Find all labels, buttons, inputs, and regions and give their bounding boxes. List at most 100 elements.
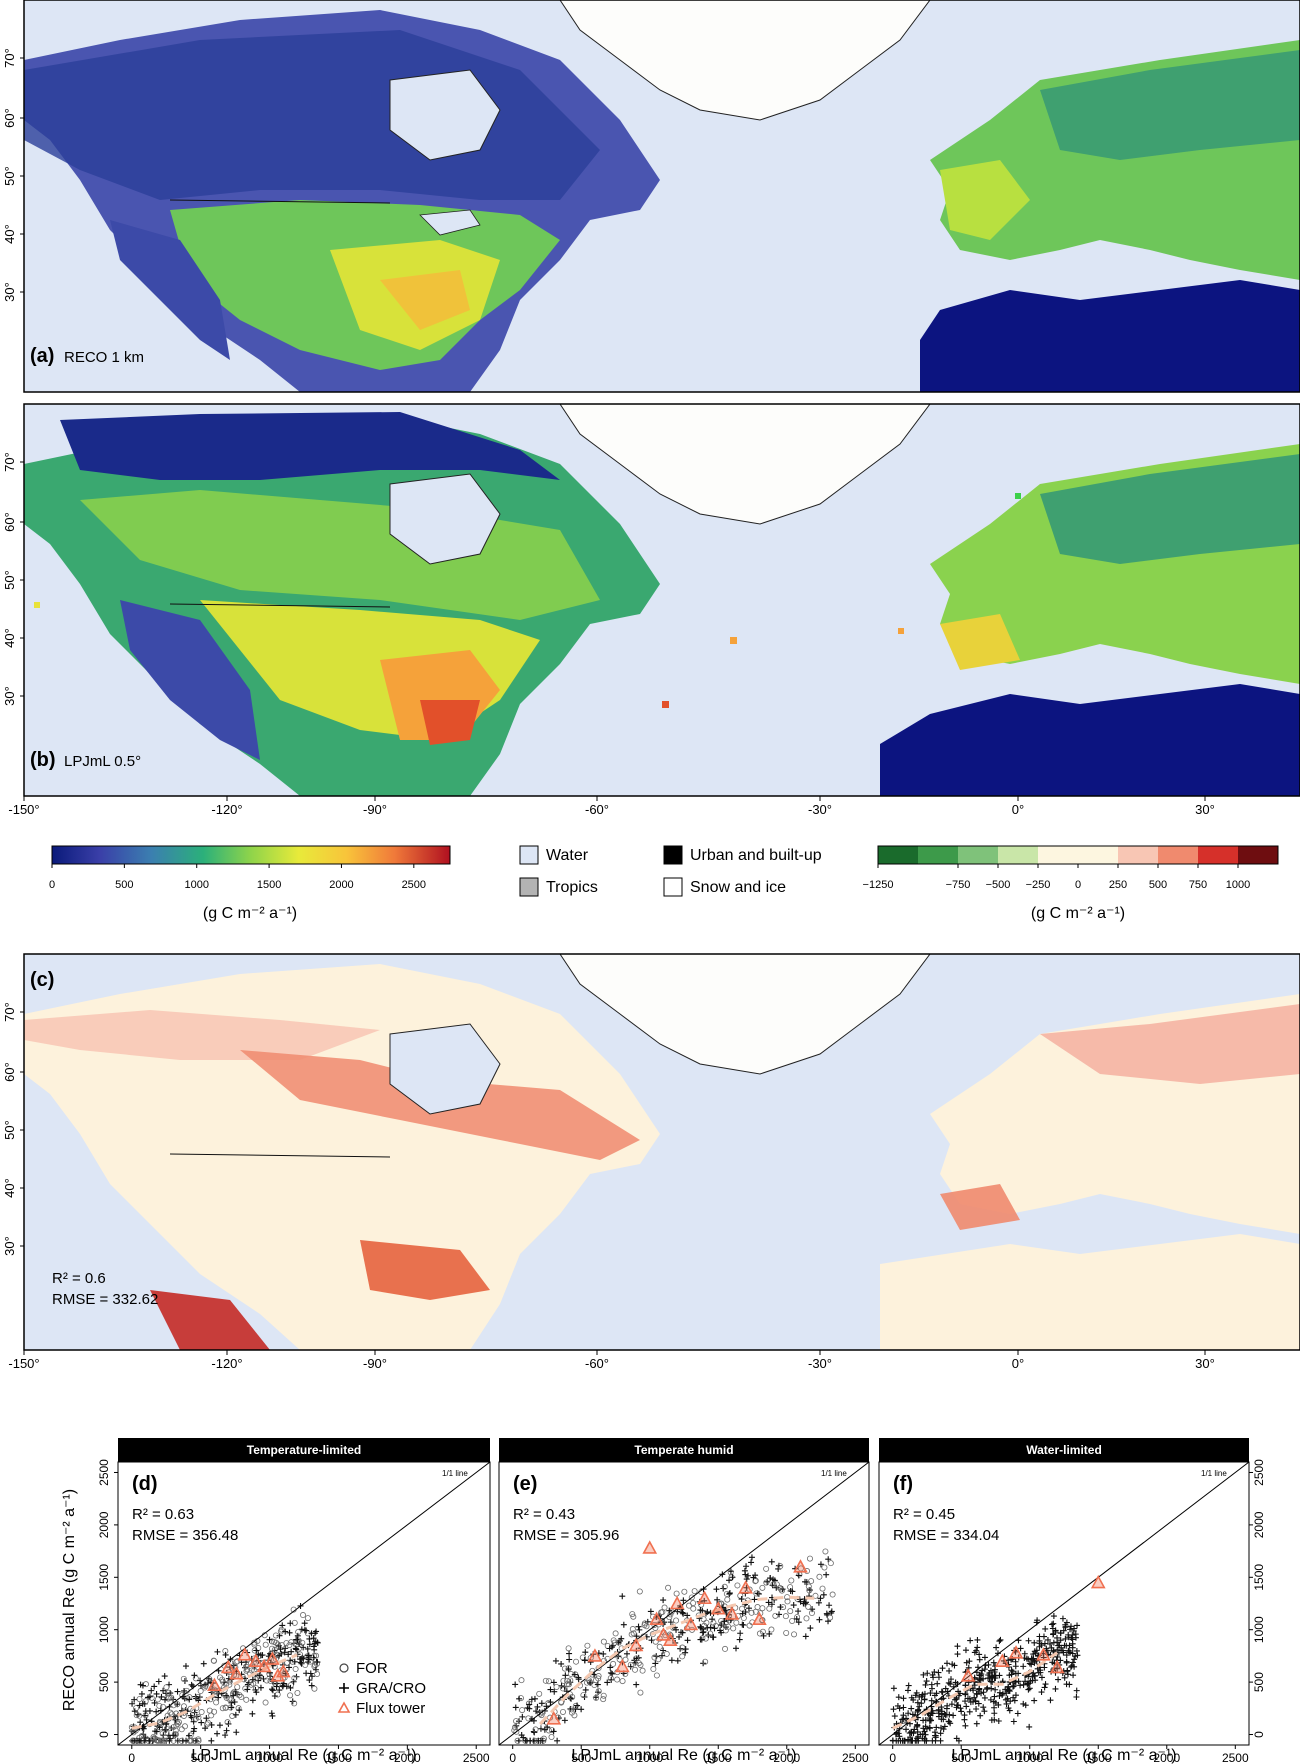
- lon-ticks-b: -150° -120° -90° -60° -30° 0° 30°: [8, 796, 1215, 817]
- gra-point: [777, 1604, 784, 1611]
- for-point: [722, 1619, 729, 1626]
- gra-point: [659, 1652, 666, 1659]
- for-point: [304, 1615, 311, 1622]
- for-point: [559, 1708, 566, 1715]
- gra-point: [700, 1628, 707, 1635]
- gra-point: [538, 1700, 545, 1707]
- for-point: [673, 1617, 680, 1624]
- panel-r2: R² = 0.43: [513, 1506, 575, 1523]
- for-point: [776, 1584, 783, 1591]
- for-point: [564, 1677, 571, 1684]
- gra-point: [1038, 1689, 1045, 1696]
- difference-swatch: [1038, 846, 1078, 864]
- flux-tower-point: [614, 1658, 630, 1673]
- scandinavia-difference: [1040, 1004, 1300, 1084]
- lat-tick-label: 50°: [2, 1120, 17, 1140]
- for-point: [600, 1638, 607, 1645]
- for-point: [178, 1726, 185, 1733]
- gra-point: [139, 1682, 146, 1689]
- gra-point: [1029, 1656, 1036, 1663]
- gra-point: [1052, 1685, 1059, 1692]
- gra-point: [766, 1630, 773, 1637]
- for-point: [643, 1623, 650, 1630]
- gra-point: [1017, 1682, 1024, 1689]
- gra-point: [697, 1623, 704, 1630]
- gra-point: [815, 1599, 822, 1606]
- gra-point: [277, 1646, 284, 1653]
- gra-point: [817, 1561, 824, 1568]
- for-point: [829, 1591, 836, 1598]
- y-tick-label: 500: [1252, 1672, 1266, 1692]
- for-point: [553, 1683, 560, 1690]
- for-point: [777, 1563, 784, 1570]
- gra-point: [566, 1656, 573, 1663]
- gra-point: [1050, 1631, 1057, 1638]
- gra-point: [967, 1637, 974, 1644]
- gra-point: [268, 1686, 275, 1693]
- gra-point: [167, 1735, 174, 1742]
- gra-point: [908, 1694, 915, 1701]
- difference-unit: (g C m⁻² a⁻¹): [1031, 905, 1125, 922]
- gra-point: [1073, 1647, 1080, 1654]
- gra-point: [927, 1690, 934, 1697]
- for-point: [287, 1692, 294, 1699]
- gra-point: [635, 1623, 642, 1630]
- gra-point: [578, 1706, 585, 1713]
- gra-point: [684, 1637, 691, 1644]
- panel-strip: [499, 1438, 869, 1462]
- flux-tower-point: [960, 1668, 976, 1682]
- gra-point: [195, 1697, 202, 1704]
- gra-point: [512, 1681, 519, 1688]
- flux-tower-point: [546, 1711, 562, 1725]
- gra-point: [976, 1656, 983, 1663]
- scatter-xlabel: LPJmL annual Re (g C m⁻² a⁻¹): [191, 1747, 416, 1764]
- gra-point: [222, 1732, 229, 1739]
- gra-point: [971, 1694, 978, 1701]
- y-tick-label: 0: [1252, 1731, 1266, 1738]
- gra-point: [198, 1719, 205, 1726]
- for-point: [165, 1725, 172, 1732]
- gra-point: [561, 1717, 568, 1724]
- gra-point: [1037, 1667, 1044, 1674]
- difference-swatch: [958, 846, 998, 864]
- flux-tower-point: [793, 1559, 808, 1573]
- gra-point: [1072, 1631, 1079, 1638]
- for-point: [612, 1630, 619, 1637]
- for-point: [627, 1661, 634, 1668]
- gra-point: [666, 1607, 673, 1614]
- panel-c-r2: R² = 0.6: [52, 1270, 106, 1287]
- for-point: [656, 1643, 663, 1650]
- category-label: Snow and ice: [690, 879, 786, 896]
- gra-point: [954, 1651, 961, 1658]
- for-point: [512, 1724, 519, 1731]
- gra-point: [668, 1657, 675, 1664]
- for-point: [172, 1713, 179, 1720]
- for-point: [622, 1656, 629, 1663]
- for-point: [211, 1688, 218, 1695]
- for-point: [253, 1674, 260, 1681]
- gra-point: [223, 1727, 230, 1734]
- for-point: [822, 1548, 829, 1555]
- for-point: [688, 1594, 695, 1601]
- for-point: [702, 1635, 709, 1642]
- for-point: [204, 1721, 211, 1728]
- island-pixel: [662, 701, 669, 708]
- gra-point: [940, 1716, 947, 1723]
- legend-circle-marker: [339, 1663, 349, 1673]
- colorbar-tick-label: 0: [49, 879, 55, 891]
- for-point: [559, 1685, 566, 1692]
- gra-point: [1022, 1702, 1029, 1709]
- mediterranean-sea: [1020, 1216, 1220, 1244]
- y-tick-label: 500: [97, 1672, 111, 1692]
- gra-point: [950, 1712, 957, 1719]
- for-point: [157, 1724, 164, 1731]
- gra-point: [988, 1673, 995, 1680]
- gra-point: [704, 1624, 711, 1631]
- for-point: [710, 1619, 717, 1626]
- for-point: [558, 1698, 565, 1705]
- gra-point: [233, 1729, 240, 1736]
- arctic-difference: [24, 1010, 380, 1060]
- gra-point: [962, 1722, 969, 1729]
- gra-point: [928, 1717, 935, 1724]
- flux-tower-point: [710, 1601, 726, 1615]
